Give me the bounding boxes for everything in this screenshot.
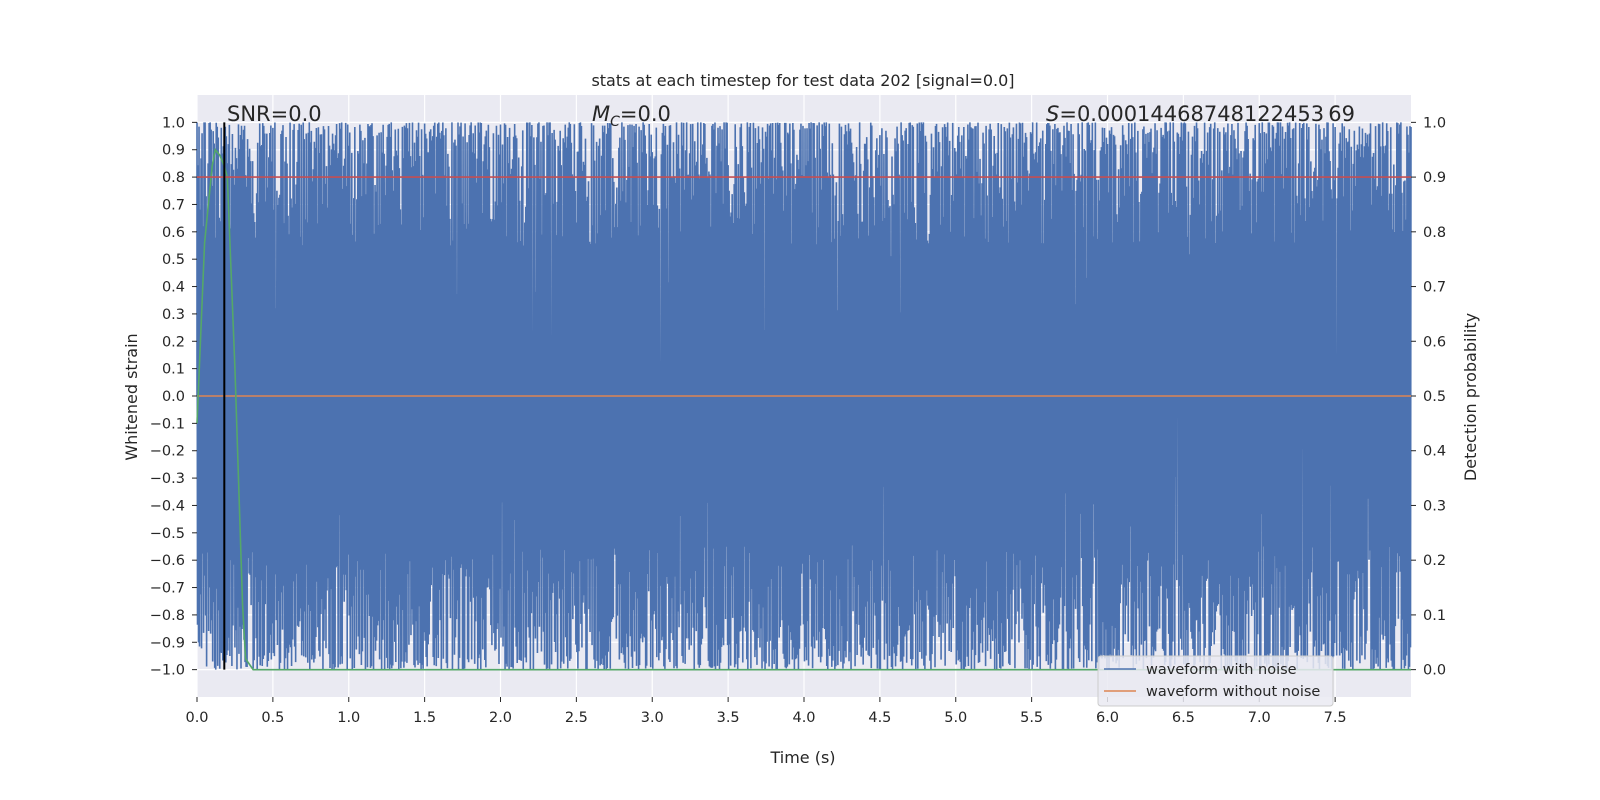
mc-subscript: C	[610, 114, 620, 130]
chirp-mass-annotation: MC=0.0	[592, 102, 671, 130]
legend-label-waveform-with-noise: waveform with noise	[1146, 662, 1297, 678]
y-tick-label: −0.2	[150, 444, 185, 460]
x-tick-label: 5.5	[1020, 710, 1043, 726]
x-axis-label: Time (s)	[769, 748, 835, 767]
legend-label-waveform-without-noise: waveform without noise	[1146, 684, 1320, 700]
s-symbol: S	[1046, 102, 1059, 126]
s-annotation: S=0.00014468748122453 69	[1046, 102, 1355, 126]
y-tick-label: 0.6	[162, 225, 185, 241]
x-tick-label: 0.0	[185, 710, 208, 726]
x-tick-label: 7.5	[1324, 710, 1347, 726]
x-tick-label: 1.0	[337, 710, 360, 726]
legend-box	[1097, 655, 1334, 707]
x-tick-label: 2.0	[489, 710, 512, 726]
x-tick-label: 0.5	[261, 710, 284, 726]
mc-symbol: M	[592, 102, 610, 126]
y-right-tick-label: 0.5	[1423, 389, 1446, 405]
y-tick-label: 0.9	[162, 143, 185, 159]
y-right-tick-label: 0.9	[1423, 170, 1446, 186]
y-tick-label: −0.8	[150, 608, 185, 624]
y-right-tick-label: 0.0	[1423, 663, 1446, 679]
y-right-tick-label: 1.0	[1423, 115, 1446, 131]
y-tick-label: −0.3	[150, 471, 185, 487]
y-tick-label: 0.5	[162, 252, 185, 268]
snr-annotation: SNR=0.0	[227, 102, 322, 126]
chart-title: stats at each timestep for test data 202…	[591, 71, 1014, 90]
y-right-tick-label: 0.8	[1423, 225, 1446, 241]
y-tick-label: −0.7	[150, 581, 185, 597]
y-tick-label: −0.6	[150, 553, 185, 569]
y-right-tick-label: 0.3	[1423, 498, 1446, 514]
x-tick-label: 3.5	[717, 710, 740, 726]
y-tick-label: 0.3	[162, 307, 185, 323]
y-tick-label: −0.5	[150, 526, 185, 542]
x-tick-label: 7.0	[1248, 710, 1271, 726]
y-tick-label: 0.7	[162, 197, 185, 213]
x-tick-label: 4.5	[868, 710, 891, 726]
waveform-with-noise-series	[196, 122, 1412, 670]
y-right-tick-label: 0.7	[1423, 280, 1446, 296]
y-right-tick-label: 0.2	[1423, 553, 1446, 569]
y-tick-label: −0.9	[150, 635, 185, 651]
mc-value: =0.0	[620, 102, 671, 126]
y-tick-label: 1.0	[162, 115, 185, 131]
x-tick-label: 2.5	[565, 710, 588, 726]
y-axis-label: Whitened strain	[122, 333, 141, 460]
s-value: =0.00014468748122453 69	[1059, 102, 1355, 126]
y-tick-label: 0.2	[162, 334, 185, 350]
y-tick-label: −0.1	[150, 416, 185, 432]
x-tick-label: 3.0	[641, 710, 664, 726]
y-tick-label: 0.8	[162, 170, 185, 186]
y-right-tick-label: 0.6	[1423, 334, 1446, 350]
x-tick-label: 5.0	[944, 710, 967, 726]
y-tick-label: −1.0	[150, 663, 185, 679]
x-tick-label: 6.0	[1096, 710, 1119, 726]
y-right-tick-label: 0.4	[1423, 444, 1446, 460]
legend: waveform with noise waveform without noi…	[1097, 655, 1334, 707]
y-right-tick-label: 0.1	[1423, 608, 1446, 624]
x-tick-label: 1.5	[413, 710, 436, 726]
x-tick-label: 6.5	[1172, 710, 1195, 726]
y-tick-label: −0.4	[150, 498, 185, 514]
y-tick-label: 0.1	[162, 362, 185, 378]
y-axis-right-label: Detection probability	[1461, 313, 1480, 481]
waveform-with-noise-line	[196, 122, 1412, 670]
y-tick-label: 0.0	[162, 389, 185, 405]
y-tick-label: 0.4	[162, 280, 185, 296]
x-tick-label: 4.0	[792, 710, 815, 726]
